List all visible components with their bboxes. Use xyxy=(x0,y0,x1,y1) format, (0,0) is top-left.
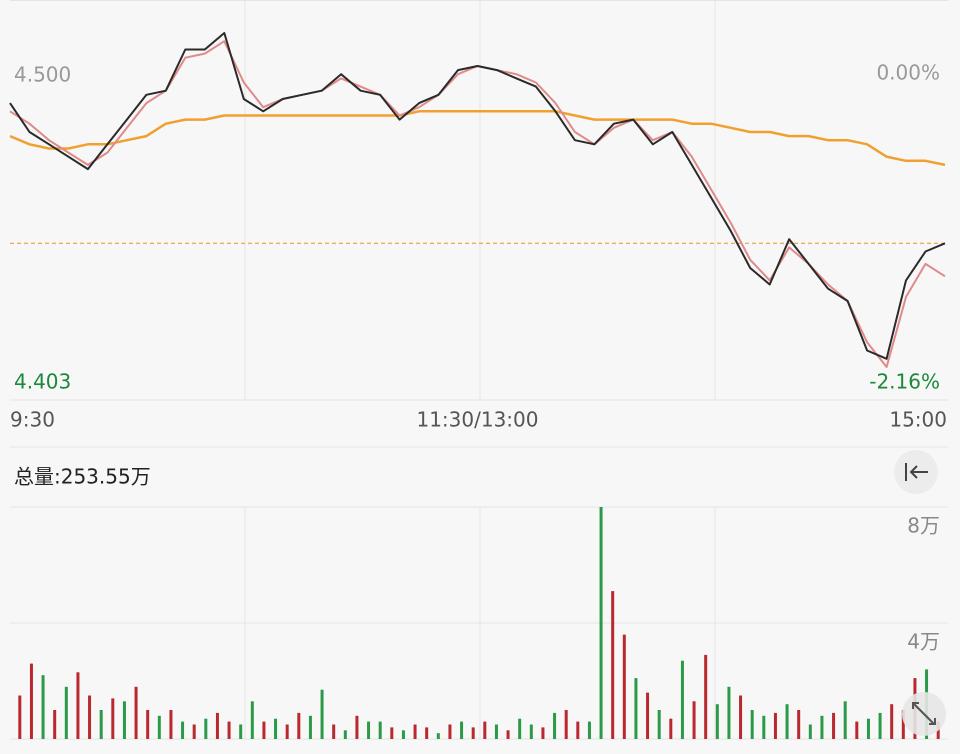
volume-bar xyxy=(773,712,777,739)
x-tick-label: 9:30 xyxy=(10,408,55,432)
volume-bar xyxy=(692,701,696,739)
volume-bar xyxy=(88,695,92,739)
volume-bar xyxy=(274,718,278,739)
volume-bar xyxy=(192,724,196,739)
volume-bar xyxy=(146,710,150,739)
volume-bar xyxy=(355,715,359,739)
volume-bar xyxy=(576,721,580,739)
volume-bar xyxy=(715,704,719,739)
volume-bar xyxy=(343,730,347,739)
volume-bar xyxy=(320,689,324,739)
plot: 4.500 4.403 0.00% -2.16% 9:30 11:30/13:00 15:0… xyxy=(9,32,948,739)
volume-bar xyxy=(378,721,382,739)
volume-bar xyxy=(64,686,68,739)
volume-total: 总量:253.55万 xyxy=(14,465,151,489)
volume-bar xyxy=(53,710,57,739)
volume-bar xyxy=(587,721,591,739)
y2-tick-label: 0.00% xyxy=(876,61,940,85)
volume-bar xyxy=(471,727,475,739)
volume-bar xyxy=(460,721,464,739)
volume-bar xyxy=(785,704,789,739)
y-tick-label: 4.403 xyxy=(14,370,71,394)
volume-bar xyxy=(308,715,312,739)
volume-bar xyxy=(494,724,498,739)
series-line xyxy=(9,110,946,167)
volume-bar xyxy=(669,718,673,739)
x-tick-label: 15:00 xyxy=(889,408,947,432)
volume-bar xyxy=(646,692,650,739)
volume-bar xyxy=(808,724,812,739)
volume-bar xyxy=(18,695,22,739)
volume-bar xyxy=(169,710,173,739)
volume-bar xyxy=(390,727,394,739)
volume-bar xyxy=(762,715,766,739)
volume-bar xyxy=(541,727,545,739)
volume-bar xyxy=(739,695,743,739)
volume-bar xyxy=(297,712,301,739)
y-tick-label: 4.500 xyxy=(14,63,71,87)
x-tick-label: 11:30/13:00 xyxy=(416,408,538,432)
volume-bar xyxy=(529,724,533,739)
volume-bar xyxy=(401,730,405,739)
volume-bar xyxy=(111,698,115,739)
y-tick-label: 4万 xyxy=(907,630,940,654)
volume-bar xyxy=(518,718,522,739)
volume-bar xyxy=(611,591,615,739)
volume-bar xyxy=(506,730,510,739)
volume-bar xyxy=(727,686,731,739)
volume-bar xyxy=(878,712,882,739)
volume-bar xyxy=(436,733,440,739)
y2-tick-label: -2.16% xyxy=(869,370,940,394)
expand-button[interactable] xyxy=(902,692,946,736)
volume-bar xyxy=(204,718,208,739)
volume-bar xyxy=(704,654,708,739)
volume-bar xyxy=(866,718,870,739)
volume-bar xyxy=(564,710,568,739)
volume-bar xyxy=(855,721,859,739)
volume-bar xyxy=(425,727,429,739)
volume-bar xyxy=(134,686,138,739)
volume-bar xyxy=(901,710,905,739)
volume-bar xyxy=(332,724,336,739)
volume-bar xyxy=(76,672,80,739)
volume-bar xyxy=(657,710,661,739)
series-line xyxy=(9,32,946,360)
volume-bar xyxy=(239,724,243,739)
volume-bar xyxy=(680,660,684,739)
volume-bar xyxy=(797,710,801,739)
volume-bar xyxy=(285,724,289,739)
volume-bar xyxy=(181,721,185,739)
volume-bar xyxy=(599,507,603,739)
volume-bar xyxy=(622,634,626,739)
volume-bar xyxy=(157,715,161,739)
volume-bar xyxy=(262,721,266,739)
volume-bar xyxy=(250,701,254,739)
volume-bar xyxy=(750,710,754,739)
volume-bar xyxy=(843,701,847,739)
volume-bar xyxy=(890,704,894,739)
volume-bar xyxy=(413,724,417,739)
volume-bar xyxy=(820,715,824,739)
volume-bar xyxy=(483,721,487,739)
y-tick-label: 8万 xyxy=(907,514,940,538)
volume-bar xyxy=(41,675,45,739)
collapse-button[interactable] xyxy=(894,450,938,494)
volume-bar xyxy=(367,721,371,739)
volume-bar xyxy=(448,724,452,739)
volume-bar xyxy=(832,712,836,739)
volume-bar xyxy=(122,701,126,739)
volume-bar xyxy=(215,712,219,739)
volume-bar xyxy=(99,710,103,739)
volume-bar xyxy=(634,678,638,739)
volume-bar xyxy=(29,663,33,739)
volume-bar xyxy=(227,721,231,739)
volume-bar xyxy=(553,712,557,739)
